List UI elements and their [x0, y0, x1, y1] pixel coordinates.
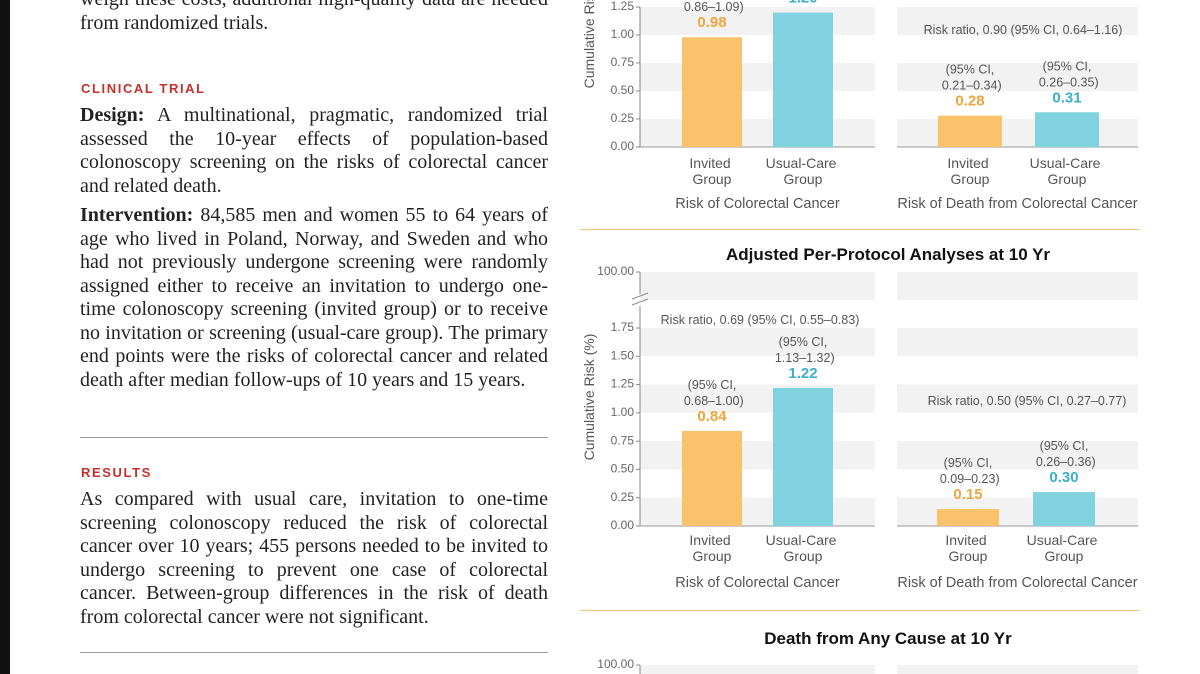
ci-label: (95% CI, 0.68–1.00)	[680, 378, 743, 408]
grid-band	[640, 384, 875, 413]
category-label: Invited Group	[947, 155, 992, 187]
y-tick-label: 0.00	[611, 139, 635, 153]
y-tick-label: 0.50	[611, 462, 635, 476]
grid-band	[897, 119, 1138, 147]
y-tick-label: 1.25	[611, 0, 635, 13]
annotation: Risk ratio, 0.90 (95% CI, 0.64–1.16)	[924, 23, 1123, 37]
y-axis-label: Cumulative Risk (%)	[581, 334, 597, 461]
grid-band	[640, 119, 875, 147]
grid-band	[897, 272, 1138, 300]
y-tick-label: 1.75	[611, 320, 635, 334]
grid-band	[897, 328, 1138, 357]
y-axis-label: Cumulative Risk (%)	[581, 0, 597, 88]
x-axis-label: Risk of Colorectal Cancer	[675, 575, 840, 591]
grid-band	[640, 497, 875, 526]
value-label: 0.84	[697, 408, 727, 425]
grid-band	[640, 7, 875, 35]
bar	[682, 37, 742, 147]
ci-label: (95% CI, 0.09–0.23)	[936, 456, 999, 486]
y-tick-label: 0.50	[611, 83, 635, 97]
category-label: Usual-Care Group	[1027, 532, 1102, 564]
grid-band	[640, 441, 875, 470]
y-tick-label: 1.00	[611, 27, 635, 41]
x-axis-label: Risk of Death from Colorectal Cancer	[897, 196, 1137, 212]
window-edge	[0, 0, 10, 674]
grid-band	[897, 441, 1138, 470]
grid-band	[897, 665, 1138, 674]
grid-band	[640, 63, 875, 91]
category-label: Usual-Care Group	[1030, 155, 1105, 187]
y-tick-label: 1.25	[611, 377, 635, 391]
y-tick-label: 100.00	[597, 657, 634, 671]
design-text: A multinational, pragmatic, randomized t…	[80, 104, 548, 197]
y-tick-label: 0.25	[611, 111, 635, 125]
value-label: 0.98	[697, 14, 726, 31]
divider	[80, 652, 548, 653]
intro-tail: weigh these costs, additional high-quali…	[80, 0, 548, 34]
annotation: Risk ratio, 0.50 (95% CI, 0.27–0.77)	[928, 394, 1127, 408]
axis-break	[631, 298, 649, 306]
section-heading: RESULTS	[81, 465, 152, 480]
category-label: Invited Group	[945, 532, 990, 564]
ci-label: (95% CI, 0.86–1.09)	[680, 0, 743, 14]
bar	[1033, 492, 1095, 526]
bar	[773, 387, 833, 526]
value-label: 0.15	[953, 486, 982, 503]
panel-title: Adjusted Per-Protocol Analyses at 10 Yr	[726, 245, 1050, 264]
ci-label: (95% CI, 0.26–0.36)	[1032, 439, 1095, 469]
axis-break	[631, 292, 649, 300]
y-tick-label: 1.00	[611, 405, 635, 419]
value-label: 1.22	[788, 365, 817, 382]
divider	[80, 437, 548, 438]
grid-band	[640, 328, 875, 357]
category-label: Invited Group	[689, 532, 734, 564]
results-paragraph: As compared with usual care, invitation …	[80, 488, 548, 628]
value-label: 1.20	[788, 0, 817, 7]
y-tick-label: 0.25	[611, 490, 635, 504]
y-tick-label: 0.75	[611, 433, 635, 447]
category-label: Usual-Care Group	[766, 155, 841, 187]
grid-band	[897, 384, 1138, 413]
grid-band	[640, 665, 875, 674]
bar	[1035, 112, 1099, 147]
bar	[937, 509, 999, 526]
ci-label: (95% CI, 0.26–0.35)	[1035, 59, 1098, 89]
value-label: 0.30	[1049, 469, 1078, 486]
bar	[938, 115, 1002, 147]
section-heading: CLINICAL TRIAL	[81, 81, 206, 96]
grid-band	[897, 7, 1138, 35]
y-tick-label: 1.50	[611, 348, 635, 362]
annotation: Risk ratio, 0.69 (95% CI, 0.55–0.83)	[661, 313, 860, 327]
intervention-paragraph: Intervention: 84,585 men and women 55 to…	[80, 204, 548, 392]
y-tick-label: 0.75	[611, 55, 635, 69]
x-axis-label: Risk of Death from Colorectal Cancer	[897, 575, 1137, 591]
category-label: Invited Group	[689, 155, 734, 187]
intervention-label: Intervention:	[80, 204, 194, 226]
y-tick-label: 100.00	[597, 264, 634, 278]
ci-label: (95% CI, 1.13–1.32)	[771, 335, 834, 365]
grid-band	[897, 497, 1138, 526]
panel-title: Death from Any Cause at 10 Yr	[764, 629, 1012, 648]
intervention-text: 84,585 men and women 55 to 64 years of a…	[80, 204, 549, 391]
ci-label: (95% CI, 0.21–0.34)	[938, 63, 1001, 93]
design-label: Design:	[80, 104, 145, 126]
value-label: 0.31	[1052, 89, 1081, 106]
bar	[682, 430, 742, 526]
x-axis-label: Risk of Colorectal Cancer	[675, 196, 840, 212]
value-label: 0.28	[955, 93, 984, 110]
category-label: Usual-Care Group	[766, 532, 841, 564]
bar	[773, 12, 833, 147]
design-paragraph: Design: A multinational, pragmatic, rand…	[80, 104, 548, 198]
y-tick-label: 0.00	[611, 518, 635, 532]
grid-band	[640, 272, 875, 300]
grid-band	[897, 63, 1138, 91]
